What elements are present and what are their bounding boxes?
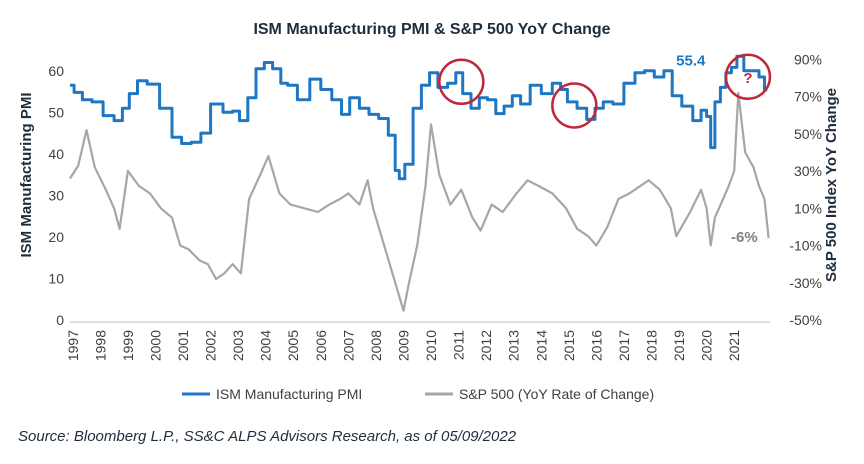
x-tick-label: 2015 [561, 330, 577, 361]
annotation-question-mark: ? [743, 70, 752, 87]
x-tick-label: 2011 [451, 330, 467, 360]
left-tick-label: 40 [48, 146, 64, 162]
right-tick-label: 90% [794, 51, 822, 67]
series-line-pmi [70, 54, 768, 181]
x-tick-label: 2019 [671, 330, 687, 361]
legend-label-sp500: S&P 500 (YoY Rate of Change) [459, 386, 654, 402]
right-tick-label: 10% [794, 200, 822, 216]
right-axis-title: S&P 500 Index YoY Change [823, 88, 840, 282]
x-tick-label: 2003 [230, 330, 246, 361]
x-tick-label: 2010 [423, 330, 439, 361]
x-tick-label: 2017 [616, 330, 632, 361]
x-tick-label: 2016 [588, 330, 604, 361]
x-axis-ticks: 1997 1998 1999 2000 2001 2002 2003 2004 2005 2006… [65, 330, 742, 361]
x-tick-label: 1998 [92, 330, 108, 361]
x-tick-label: 2020 [699, 330, 715, 361]
right-tick-label: 30% [794, 163, 822, 179]
left-tick-label: 60 [48, 63, 64, 79]
right-tick-label: -50% [789, 312, 822, 328]
right-tick-label: 70% [794, 89, 822, 105]
x-tick-label: 2001 [175, 330, 191, 361]
annotation-pmi-latest: 55.4 [676, 52, 706, 69]
annotation-sp500-latest: -6% [731, 229, 758, 246]
left-tick-label: 50 [48, 104, 64, 120]
x-tick-label: 1997 [65, 330, 81, 361]
highlight-circle [724, 53, 772, 101]
legend: ISM Manufacturing PMI S&P 500 (YoY Rate … [182, 386, 654, 402]
left-tick-label: 10 [48, 270, 64, 286]
x-tick-label: 2005 [285, 330, 301, 361]
x-tick-label: 2009 [395, 330, 411, 361]
highlight-circles [438, 53, 772, 129]
highlight-circle [438, 58, 485, 106]
legend-label-pmi: ISM Manufacturing PMI [216, 386, 362, 402]
left-tick-label: 30 [48, 187, 64, 203]
x-tick-label: 2002 [203, 330, 219, 361]
series-line-sp500 [69, 91, 770, 312]
right-tick-label: 50% [794, 126, 822, 142]
left-tick-label: 20 [48, 229, 64, 245]
chart-title: ISM Manufacturing PMI & S&P 500 YoY Chan… [253, 21, 610, 38]
x-tick-label: 2012 [478, 330, 494, 361]
x-tick-label: 2013 [506, 330, 522, 361]
right-axis-ticks: -50% -30% -10% 10% 30% 50% 70% 90% [789, 51, 822, 328]
right-tick-label: -30% [789, 275, 822, 291]
left-axis-ticks: 0 10 20 30 40 50 60 [48, 63, 64, 328]
right-tick-label: -10% [789, 238, 822, 254]
x-tick-label: 2021 [726, 330, 742, 361]
x-tick-label: 2004 [258, 330, 274, 361]
x-tick-label: 2007 [340, 330, 356, 361]
source-note: Source: Bloomberg L.P., SS&C ALPS Adviso… [18, 428, 517, 445]
highlight-circle [551, 82, 598, 129]
left-tick-label: 0 [56, 312, 64, 328]
left-axis-title: ISM Manufacturing PMI [18, 93, 35, 258]
x-tick-label: 2008 [368, 330, 384, 361]
x-tick-label: 2006 [313, 330, 329, 361]
x-tick-label: 2018 [643, 330, 659, 361]
x-tick-label: 2000 [147, 330, 163, 361]
series-layer [69, 54, 770, 312]
x-tick-label: 2014 [533, 330, 549, 361]
x-tick-label: 1999 [120, 330, 136, 361]
